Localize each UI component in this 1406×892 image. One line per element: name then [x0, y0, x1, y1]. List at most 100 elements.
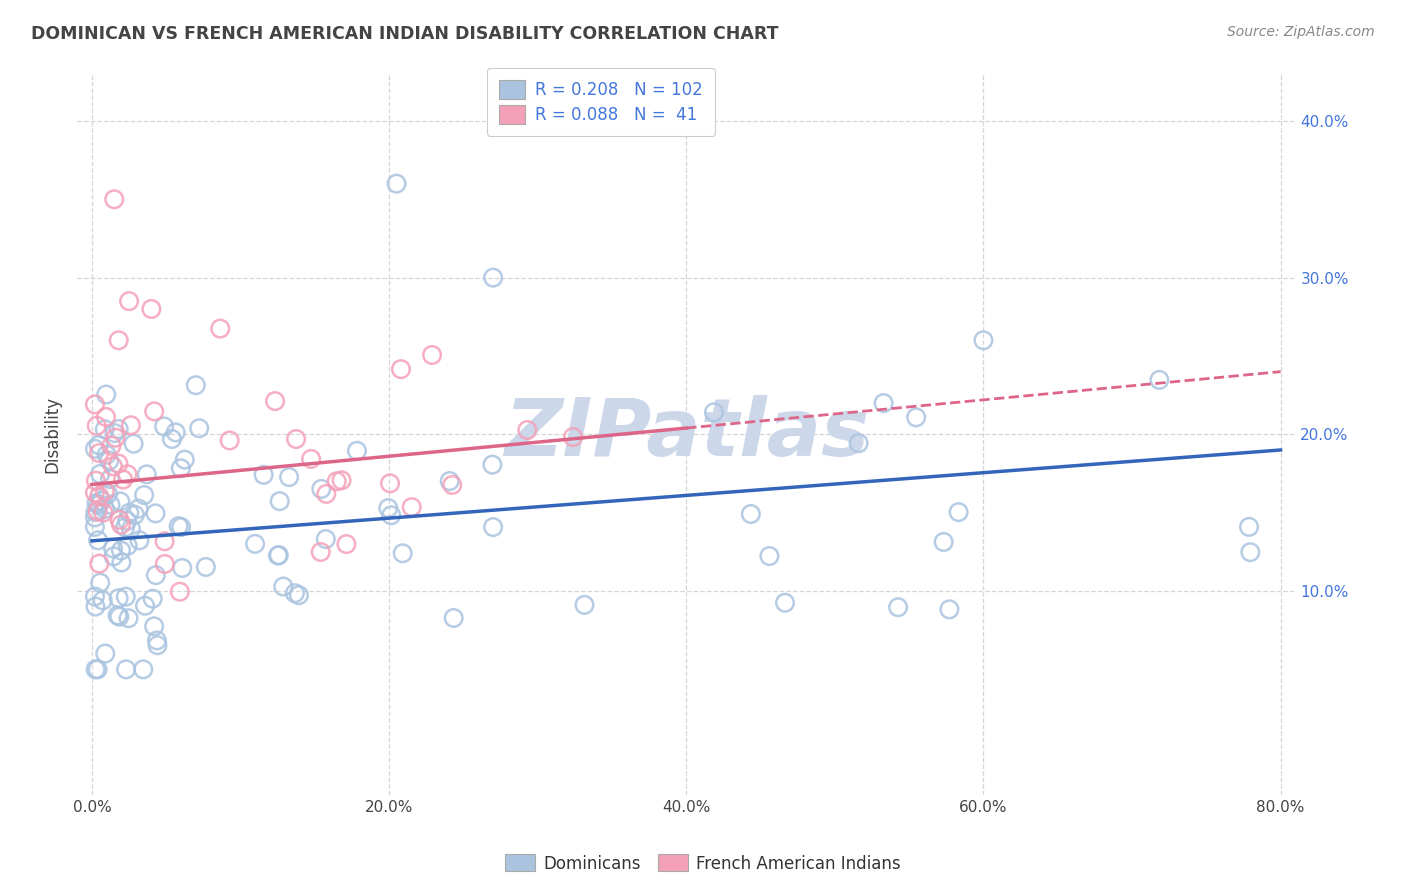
Point [264, 394, 287, 409]
Point [269, 494, 291, 508]
Point [153, 419, 176, 434]
Point [932, 535, 955, 549]
Point [96, 448, 118, 462]
Point [89, 467, 111, 481]
Point [94, 484, 117, 499]
Point [110, 556, 132, 570]
Point [86, 418, 108, 433]
Point [91, 593, 114, 607]
Point [385, 177, 408, 191]
Point [165, 425, 187, 440]
Point [84, 397, 107, 411]
Point [389, 362, 412, 376]
Text: Source: ZipAtlas.com: Source: ZipAtlas.com [1227, 25, 1375, 39]
Point [89, 557, 111, 571]
Point [110, 517, 132, 532]
Point [173, 452, 195, 467]
Point [309, 545, 332, 559]
Point [326, 475, 349, 489]
Point [84, 599, 107, 614]
Point [87, 446, 110, 460]
Point [87, 498, 110, 512]
Point [98, 472, 121, 486]
Point [108, 609, 131, 624]
Point [134, 488, 156, 502]
Point [516, 423, 538, 437]
Point [98, 453, 121, 467]
Point [335, 537, 357, 551]
Point [740, 507, 762, 521]
Point [905, 410, 928, 425]
Point [172, 561, 194, 575]
Point [209, 321, 232, 335]
Point [118, 294, 141, 309]
Point [284, 586, 307, 600]
Point [143, 619, 166, 633]
Point [101, 459, 124, 474]
Point [972, 333, 994, 347]
Point [285, 432, 308, 446]
Point [482, 520, 505, 534]
Point [703, 405, 725, 419]
Point [218, 434, 240, 448]
Point [160, 432, 183, 446]
Point [848, 436, 870, 450]
Point [887, 600, 910, 615]
Point [114, 520, 136, 534]
Point [84, 662, 107, 676]
Point [1239, 545, 1261, 559]
Point [482, 270, 505, 285]
Point [107, 457, 129, 471]
Point [84, 474, 107, 488]
Point [107, 422, 129, 436]
Point [481, 458, 503, 472]
Point [128, 533, 150, 548]
Point [142, 591, 165, 606]
Point [243, 537, 266, 551]
Point [188, 421, 211, 435]
Point [124, 508, 146, 522]
Point [97, 487, 120, 501]
Point [86, 496, 108, 510]
Point [574, 598, 596, 612]
Point [948, 505, 970, 519]
Point [145, 568, 167, 582]
Point [108, 513, 131, 527]
Point [110, 494, 132, 508]
Point [346, 443, 368, 458]
Point [114, 590, 136, 604]
Point [169, 584, 191, 599]
Point [377, 501, 399, 516]
Point [135, 467, 157, 482]
Point [315, 487, 337, 501]
Point [101, 541, 124, 556]
Point [146, 633, 169, 648]
Point [872, 396, 894, 410]
Point [107, 608, 129, 623]
Point [84, 590, 107, 604]
Point [170, 520, 193, 534]
Point [299, 452, 322, 467]
Point [267, 549, 290, 563]
Point [128, 501, 150, 516]
Point [311, 482, 333, 496]
Point [145, 507, 167, 521]
Point [170, 461, 193, 475]
Point [115, 662, 138, 676]
Point [562, 430, 585, 444]
Point [110, 543, 132, 558]
Point [401, 500, 423, 515]
Point [141, 301, 163, 316]
Point [153, 557, 176, 571]
Point [1237, 520, 1260, 534]
Point [117, 467, 139, 482]
Point [117, 611, 139, 625]
Point [122, 436, 145, 450]
Point [94, 409, 117, 424]
Point [153, 534, 176, 549]
Y-axis label: Disability: Disability [44, 396, 60, 473]
Point [91, 506, 114, 520]
Point [758, 549, 780, 563]
Text: ZIPatlas: ZIPatlas [503, 395, 869, 474]
Point [84, 510, 107, 524]
